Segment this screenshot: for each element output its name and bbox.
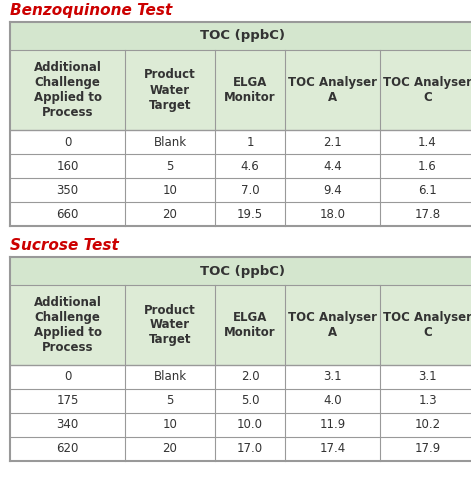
Text: 1: 1 — [246, 135, 254, 149]
Bar — [10, 413, 471, 437]
Text: 4.4: 4.4 — [323, 160, 342, 172]
Text: Benzoquinone Test: Benzoquinone Test — [10, 3, 172, 18]
Text: Sucrose Test: Sucrose Test — [10, 238, 119, 253]
Text: TOC Analyser
A: TOC Analyser A — [288, 76, 377, 104]
Text: Additional
Challenge
Applied to
Process: Additional Challenge Applied to Process — [33, 61, 101, 119]
Text: 9.4: 9.4 — [323, 184, 342, 196]
Text: 10: 10 — [162, 184, 178, 196]
Bar — [10, 178, 471, 202]
Text: 11.9: 11.9 — [319, 418, 346, 431]
Text: 0: 0 — [64, 371, 71, 383]
Text: 1.3: 1.3 — [418, 394, 437, 408]
Bar — [10, 257, 471, 285]
Bar — [10, 202, 471, 226]
Text: 350: 350 — [57, 184, 79, 196]
Text: TOC (ppbC): TOC (ppbC) — [200, 264, 285, 278]
Text: ELGA
Monitor: ELGA Monitor — [224, 76, 276, 104]
Text: TOC Analyser
A: TOC Analyser A — [288, 311, 377, 339]
Text: 620: 620 — [57, 443, 79, 455]
Text: Product
Water
Target: Product Water Target — [144, 303, 196, 346]
Text: 175: 175 — [57, 394, 79, 408]
Text: 5: 5 — [166, 394, 174, 408]
Text: Blank: Blank — [154, 135, 187, 149]
Text: 160: 160 — [57, 160, 79, 172]
Text: Additional
Challenge
Applied to
Process: Additional Challenge Applied to Process — [33, 296, 101, 354]
Text: 10.0: 10.0 — [237, 418, 263, 431]
Text: Blank: Blank — [154, 371, 187, 383]
Text: 2.0: 2.0 — [241, 371, 260, 383]
Text: TOC Analyser
C: TOC Analyser C — [383, 76, 471, 104]
Text: 17.8: 17.8 — [414, 207, 440, 221]
Text: 5: 5 — [166, 160, 174, 172]
Text: ELGA
Monitor: ELGA Monitor — [224, 311, 276, 339]
Text: 4.6: 4.6 — [241, 160, 260, 172]
Text: 4.0: 4.0 — [323, 394, 342, 408]
Text: Product
Water
Target: Product Water Target — [144, 69, 196, 112]
Text: 18.0: 18.0 — [319, 207, 346, 221]
Text: 6.1: 6.1 — [418, 184, 437, 196]
Text: 10.2: 10.2 — [414, 418, 440, 431]
Bar — [10, 285, 471, 365]
Text: 10: 10 — [162, 418, 178, 431]
Bar — [10, 389, 471, 413]
Text: 5.0: 5.0 — [241, 394, 259, 408]
Text: 1.4: 1.4 — [418, 135, 437, 149]
Text: TOC (ppbC): TOC (ppbC) — [200, 30, 285, 42]
Text: 17.9: 17.9 — [414, 443, 441, 455]
Text: 1.6: 1.6 — [418, 160, 437, 172]
Bar — [10, 50, 471, 130]
Text: 20: 20 — [162, 443, 178, 455]
Bar — [10, 154, 471, 178]
Text: 19.5: 19.5 — [237, 207, 263, 221]
Text: 7.0: 7.0 — [241, 184, 260, 196]
Text: 17.4: 17.4 — [319, 443, 346, 455]
Text: 17.0: 17.0 — [237, 443, 263, 455]
Text: 3.1: 3.1 — [418, 371, 437, 383]
Bar — [10, 130, 471, 154]
Text: 0: 0 — [64, 135, 71, 149]
Text: 20: 20 — [162, 207, 178, 221]
Text: 660: 660 — [57, 207, 79, 221]
Bar — [10, 365, 471, 389]
Text: 340: 340 — [57, 418, 79, 431]
Text: TOC Analyser
C: TOC Analyser C — [383, 311, 471, 339]
Text: 2.1: 2.1 — [323, 135, 342, 149]
Bar — [10, 22, 471, 50]
Text: 3.1: 3.1 — [323, 371, 342, 383]
Bar — [10, 437, 471, 461]
